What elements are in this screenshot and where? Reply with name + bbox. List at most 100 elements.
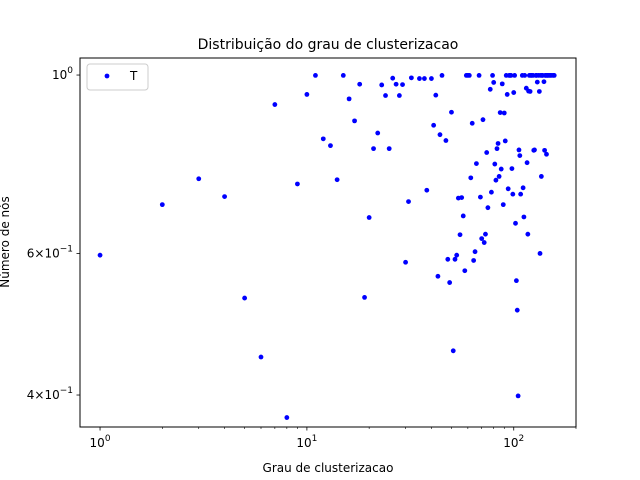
data-point — [544, 151, 549, 157]
data-point — [518, 191, 524, 197]
data-point — [346, 96, 352, 102]
data-point — [371, 146, 376, 152]
data-point — [386, 146, 392, 152]
data-point — [481, 240, 487, 245]
data-point — [357, 81, 363, 87]
data-point — [429, 76, 434, 81]
data-points — [97, 72, 557, 420]
data-point — [362, 295, 367, 300]
data-point — [491, 80, 497, 85]
data-point — [97, 252, 103, 258]
data-point — [222, 194, 227, 200]
plot-area — [80, 58, 576, 427]
data-point — [383, 93, 388, 98]
data-point — [485, 205, 491, 211]
data-point — [284, 415, 290, 420]
data-point — [508, 72, 514, 78]
data-point — [494, 146, 500, 152]
data-point — [390, 75, 396, 81]
data-point — [459, 195, 465, 201]
data-point — [537, 251, 543, 256]
data-point — [551, 72, 557, 78]
x-tick-label: 101 — [296, 434, 317, 450]
data-point — [541, 79, 547, 85]
data-point — [462, 268, 468, 274]
data-point — [417, 76, 422, 81]
data-point — [480, 117, 486, 123]
data-point — [500, 202, 506, 208]
chart-title: Distribuição do grau de clusterizacao — [198, 37, 459, 53]
data-point — [258, 354, 264, 360]
data-point — [474, 161, 479, 167]
data-point — [524, 160, 530, 166]
data-point — [496, 174, 502, 179]
data-point — [435, 273, 441, 279]
x-axis-ticks: 100 101 102 — [90, 427, 577, 450]
data-point — [511, 90, 517, 95]
data-point — [514, 307, 520, 313]
data-point — [472, 249, 478, 255]
data-point — [525, 231, 531, 237]
data-point — [468, 175, 474, 181]
data-point — [450, 348, 456, 354]
data-point — [460, 213, 466, 219]
data-point — [520, 185, 526, 191]
data-point — [447, 280, 453, 285]
data-point — [443, 138, 449, 143]
data-point — [159, 202, 165, 208]
data-point — [499, 81, 505, 87]
y-axis-ticks: 4×10−1 6×10−1 100 — [27, 66, 80, 402]
data-point — [489, 189, 494, 195]
data-point — [513, 220, 518, 226]
data-point — [457, 232, 463, 238]
data-point — [493, 177, 499, 183]
data-point — [534, 79, 540, 85]
data-point — [501, 110, 507, 116]
data-point — [466, 72, 472, 78]
data-point — [522, 72, 528, 78]
legend-box — [86, 63, 149, 91]
x-axis-label: Grau de clusterizacao — [263, 461, 394, 475]
data-point — [521, 214, 527, 220]
x-tick-label: 102 — [503, 434, 524, 450]
data-point — [334, 177, 340, 183]
data-point — [452, 256, 458, 262]
data-point — [431, 122, 437, 128]
data-point — [498, 166, 504, 172]
data-point — [454, 252, 460, 258]
data-point — [492, 161, 498, 167]
data-point — [479, 236, 485, 242]
data-point — [471, 258, 477, 263]
y-axis-label: Número de nós — [0, 196, 12, 288]
data-point — [400, 82, 405, 87]
data-point — [542, 147, 547, 153]
data-point — [406, 199, 411, 205]
data-point — [433, 92, 439, 98]
data-point — [424, 187, 430, 193]
data-point — [445, 256, 451, 262]
data-point — [495, 141, 501, 146]
data-point — [352, 118, 357, 124]
data-point — [375, 130, 381, 136]
data-point — [437, 132, 443, 138]
plot-frame — [79, 57, 577, 428]
legend-label: T — [129, 69, 138, 83]
data-point — [295, 181, 300, 187]
data-point — [320, 136, 326, 142]
data-point — [366, 215, 372, 220]
data-point — [504, 92, 510, 97]
data-point — [490, 72, 495, 78]
data-point — [439, 72, 445, 78]
y-tick-label: 100 — [52, 66, 73, 82]
data-point — [516, 147, 522, 153]
data-point — [512, 72, 518, 78]
data-point — [403, 259, 408, 265]
data-point — [509, 166, 515, 171]
data-point — [538, 174, 544, 179]
x-tick-label: 100 — [90, 434, 111, 450]
data-point — [396, 93, 402, 98]
data-point — [483, 231, 488, 237]
data-point — [527, 89, 533, 94]
data-point — [272, 102, 278, 107]
